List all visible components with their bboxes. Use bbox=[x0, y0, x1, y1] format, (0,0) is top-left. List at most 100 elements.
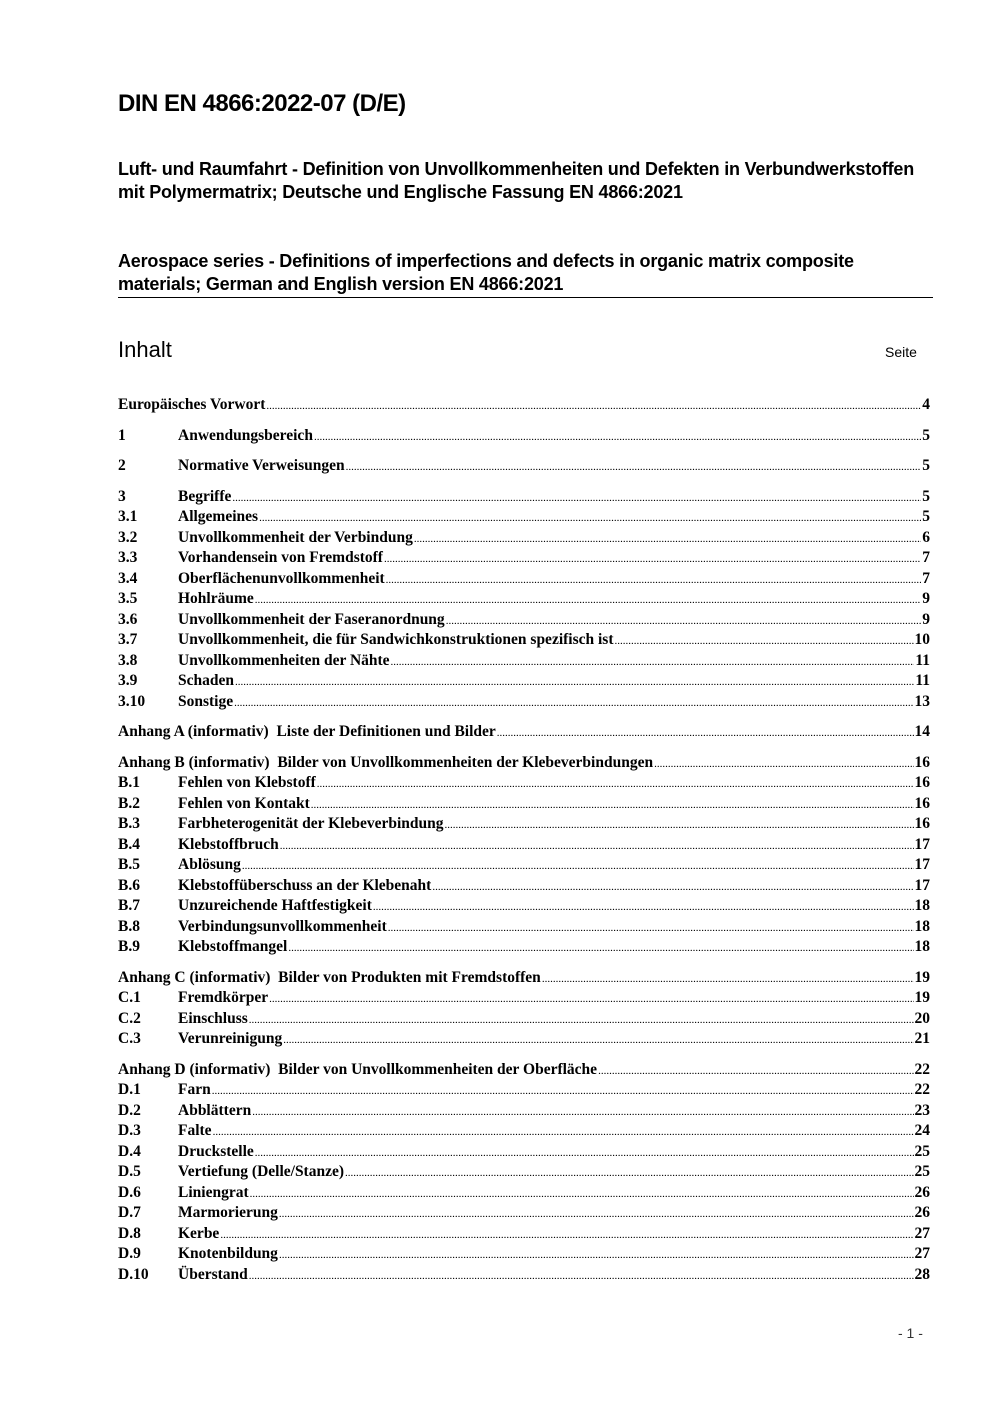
table-of-contents: Europäisches Vorwort 4 1 Anwendungsbereich 5… bbox=[118, 395, 930, 1285]
toc-entry[interactable]: 3.6 Unvollkommenheit der Faseranordnung 9 bbox=[118, 610, 930, 631]
dot-leader bbox=[598, 1060, 913, 1082]
toc-entry-number: D.2 bbox=[118, 1101, 141, 1119]
toc-entry[interactable]: C.3 Verunreinigung 21 bbox=[118, 1029, 930, 1050]
toc-entry-page: 27 bbox=[914, 1224, 931, 1242]
toc-entry-number: D.6 bbox=[118, 1183, 141, 1201]
dot-leader bbox=[269, 988, 913, 1010]
toc-entry-number: D.5 bbox=[118, 1163, 141, 1180]
toc-entry-number: D.1 bbox=[118, 1081, 141, 1098]
toc-entry[interactable]: B.3 Farbheterogenität der Klebeverbindung… bbox=[118, 814, 930, 835]
toc-entry-label: Ablösung bbox=[178, 856, 241, 873]
toc-entry-number: 3.3 bbox=[118, 549, 138, 566]
toc-entry-number: C.1 bbox=[118, 989, 141, 1006]
toc-entry-label: Marmorierung bbox=[178, 1204, 278, 1221]
toc-entry[interactable]: D.9 Knotenbildung 27 bbox=[118, 1244, 930, 1265]
toc-entry[interactable]: 3.10 Sonstige 13 bbox=[118, 692, 930, 713]
toc-entry-label: Europäisches Vorwort bbox=[118, 396, 266, 413]
dot-leader bbox=[445, 814, 914, 836]
toc-entry-page: 5 bbox=[922, 426, 930, 444]
toc-entry[interactable]: C.2 Einschluss 20 bbox=[118, 1009, 930, 1030]
dot-leader bbox=[288, 937, 913, 959]
toc-entry-number: 3.1 bbox=[118, 508, 138, 525]
dot-leader bbox=[234, 692, 913, 714]
toc-entry[interactable]: D.10 Überstand 28 bbox=[118, 1265, 930, 1286]
toc-entry-page: 7 bbox=[922, 549, 930, 566]
toc-entry[interactable]: B.4 Klebstoffbruch 17 bbox=[118, 835, 930, 856]
toc-entry[interactable]: B.6 Klebstoffüberschuss an der Klebenaht 1… bbox=[118, 876, 930, 897]
toc-entry-page: 27 bbox=[914, 1245, 931, 1262]
toc-entry[interactable]: D.2 Abblättern 23 bbox=[118, 1101, 930, 1122]
toc-entry[interactable]: 3.7 Unvollkommenheit, die für Sandwichkon… bbox=[118, 630, 930, 651]
toc-entry-page: 18 bbox=[914, 938, 931, 955]
toc-entry[interactable]: D.4 Druckstelle 25 bbox=[118, 1142, 930, 1163]
toc-entry[interactable]: 3.4 Oberflächenunvollkommenheit 7 bbox=[118, 569, 930, 590]
toc-entry[interactable]: Anhang A (informativ) Liste der Definiti… bbox=[118, 722, 930, 743]
toc-entry[interactable]: Anhang D (informativ) Bilder von Unvollk… bbox=[118, 1060, 930, 1081]
toc-entry[interactable]: 3.3 Vorhandensein von Fremdstoff 7 bbox=[118, 548, 930, 569]
toc-entry[interactable]: 2 Normative Verweisungen 5 bbox=[118, 456, 930, 477]
toc-entry[interactable]: B.1 Fehlen von Klebstoff 16 bbox=[118, 773, 930, 794]
toc-entry-page: 17 bbox=[914, 856, 931, 873]
toc-entry[interactable]: D.3 Falte 24 bbox=[118, 1121, 930, 1142]
toc-entry-label: Oberflächenunvollkommenheit bbox=[178, 569, 385, 587]
toc-group: Europäisches Vorwort 4 bbox=[118, 395, 930, 416]
toc-entry[interactable]: B.2 Fehlen von Kontakt 16 bbox=[118, 794, 930, 815]
toc-entry[interactable]: B.5 Ablösung 17 bbox=[118, 855, 930, 876]
toc-entry[interactable]: B.7 Unzureichende Haftfestigkeit 18 bbox=[118, 896, 930, 917]
toc-entry[interactable]: 3.1 Allgemeines 5 bbox=[118, 507, 930, 528]
toc-entry-label: Klebstoffüberschuss an der Klebenaht bbox=[178, 876, 432, 894]
toc-entry-page: 11 bbox=[915, 651, 930, 669]
toc-entry-label: Einschluss bbox=[178, 1009, 248, 1027]
toc-entry-label: Vorhandensein von Fremdstoff bbox=[178, 549, 383, 566]
toc-entry[interactable]: Europäisches Vorwort 4 bbox=[118, 395, 930, 416]
toc-entry[interactable]: 1 Anwendungsbereich 5 bbox=[118, 426, 930, 447]
dot-leader bbox=[232, 487, 921, 509]
toc-heading: Inhalt bbox=[118, 337, 172, 362]
toc-entry[interactable]: 3 Begriffe 5 bbox=[118, 487, 930, 508]
toc-entry-label: Hohlräume bbox=[178, 590, 254, 607]
subtitle-german: Luft- und Raumfahrt - Definition von Unv… bbox=[118, 159, 915, 202]
toc-entry[interactable]: D.1 Farn 22 bbox=[118, 1080, 930, 1101]
toc-group: Anhang B (informativ) Bilder von Unvollk… bbox=[118, 753, 930, 958]
subtitle-english: Aerospace series - Definitions of imperf… bbox=[118, 250, 933, 298]
toc-entry[interactable]: 3.9 Schaden 11 bbox=[118, 671, 930, 692]
toc-entry[interactable]: 3.8 Unvollkommenheiten der Nähte 11 bbox=[118, 651, 930, 672]
toc-entry[interactable]: D.5 Vertiefung (Delle/Stanze) 25 bbox=[118, 1162, 930, 1183]
toc-entry[interactable]: 3.2 Unvollkommenheit der Verbindung 6 bbox=[118, 528, 930, 549]
toc-entry-label: Fehlen von Klebstoff bbox=[178, 774, 316, 791]
toc-entry-page: 16 bbox=[914, 774, 931, 791]
toc-entry-number: D.8 bbox=[118, 1224, 141, 1242]
toc-entry-page: 14 bbox=[914, 723, 931, 740]
toc-entry-page: 17 bbox=[914, 835, 931, 853]
dot-leader bbox=[280, 835, 914, 857]
toc-entry-label: Klebstoffmangel bbox=[178, 938, 288, 955]
dot-leader bbox=[432, 876, 913, 898]
toc-entry-label: Unvollkommenheiten der Nähte bbox=[178, 651, 390, 669]
dot-leader bbox=[317, 773, 914, 795]
toc-entry-label: Allgemeines bbox=[178, 508, 259, 525]
toc-entry-label: Verbindungsunvollkommenheit bbox=[178, 917, 387, 935]
toc-group: 3 Begriffe 5 3.1 Allgemeines 5 3.2 Unvollkommen… bbox=[118, 487, 930, 713]
toc-entry[interactable]: Anhang B (informativ) Bilder von Unvollk… bbox=[118, 753, 930, 774]
dot-leader bbox=[497, 722, 914, 744]
toc-entry[interactable]: C.1 Fremdkörper 19 bbox=[118, 988, 930, 1009]
toc-entry-number: D.4 bbox=[118, 1142, 141, 1160]
toc-entry-label: Klebstoffbruch bbox=[178, 835, 279, 853]
toc-entry[interactable]: B.9 Klebstoffmangel 18 bbox=[118, 937, 930, 958]
toc-entry[interactable]: D.8 Kerbe 27 bbox=[118, 1224, 930, 1245]
toc-entry[interactable]: D.6 Liniengrat 26 bbox=[118, 1183, 930, 1204]
toc-entry-number: B.3 bbox=[118, 815, 140, 832]
toc-entry[interactable]: Anhang C (informativ) Bilder von Produkt… bbox=[118, 968, 930, 989]
toc-entry[interactable]: D.7 Marmorierung 26 bbox=[118, 1203, 930, 1224]
toc-entry-label: Farbheterogenität der Klebeverbindung bbox=[178, 815, 444, 832]
toc-entry[interactable]: 3.5 Hohlräume 9 bbox=[118, 589, 930, 610]
dot-leader bbox=[414, 528, 921, 550]
toc-entry-page: 5 bbox=[922, 457, 930, 474]
toc-entry[interactable]: B.8 Verbindungsunvollkommenheit 18 bbox=[118, 917, 930, 938]
toc-entry-page: 23 bbox=[914, 1101, 931, 1119]
toc-entry-label: Unzureichende Haftfestigkeit bbox=[178, 897, 372, 914]
toc-entry-page: 22 bbox=[914, 1081, 931, 1098]
toc-group: 1 Anwendungsbereich 5 bbox=[118, 426, 930, 447]
toc-group: Anhang A (informativ) Liste der Definiti… bbox=[118, 722, 930, 743]
toc-entry-page: 5 bbox=[922, 508, 930, 525]
